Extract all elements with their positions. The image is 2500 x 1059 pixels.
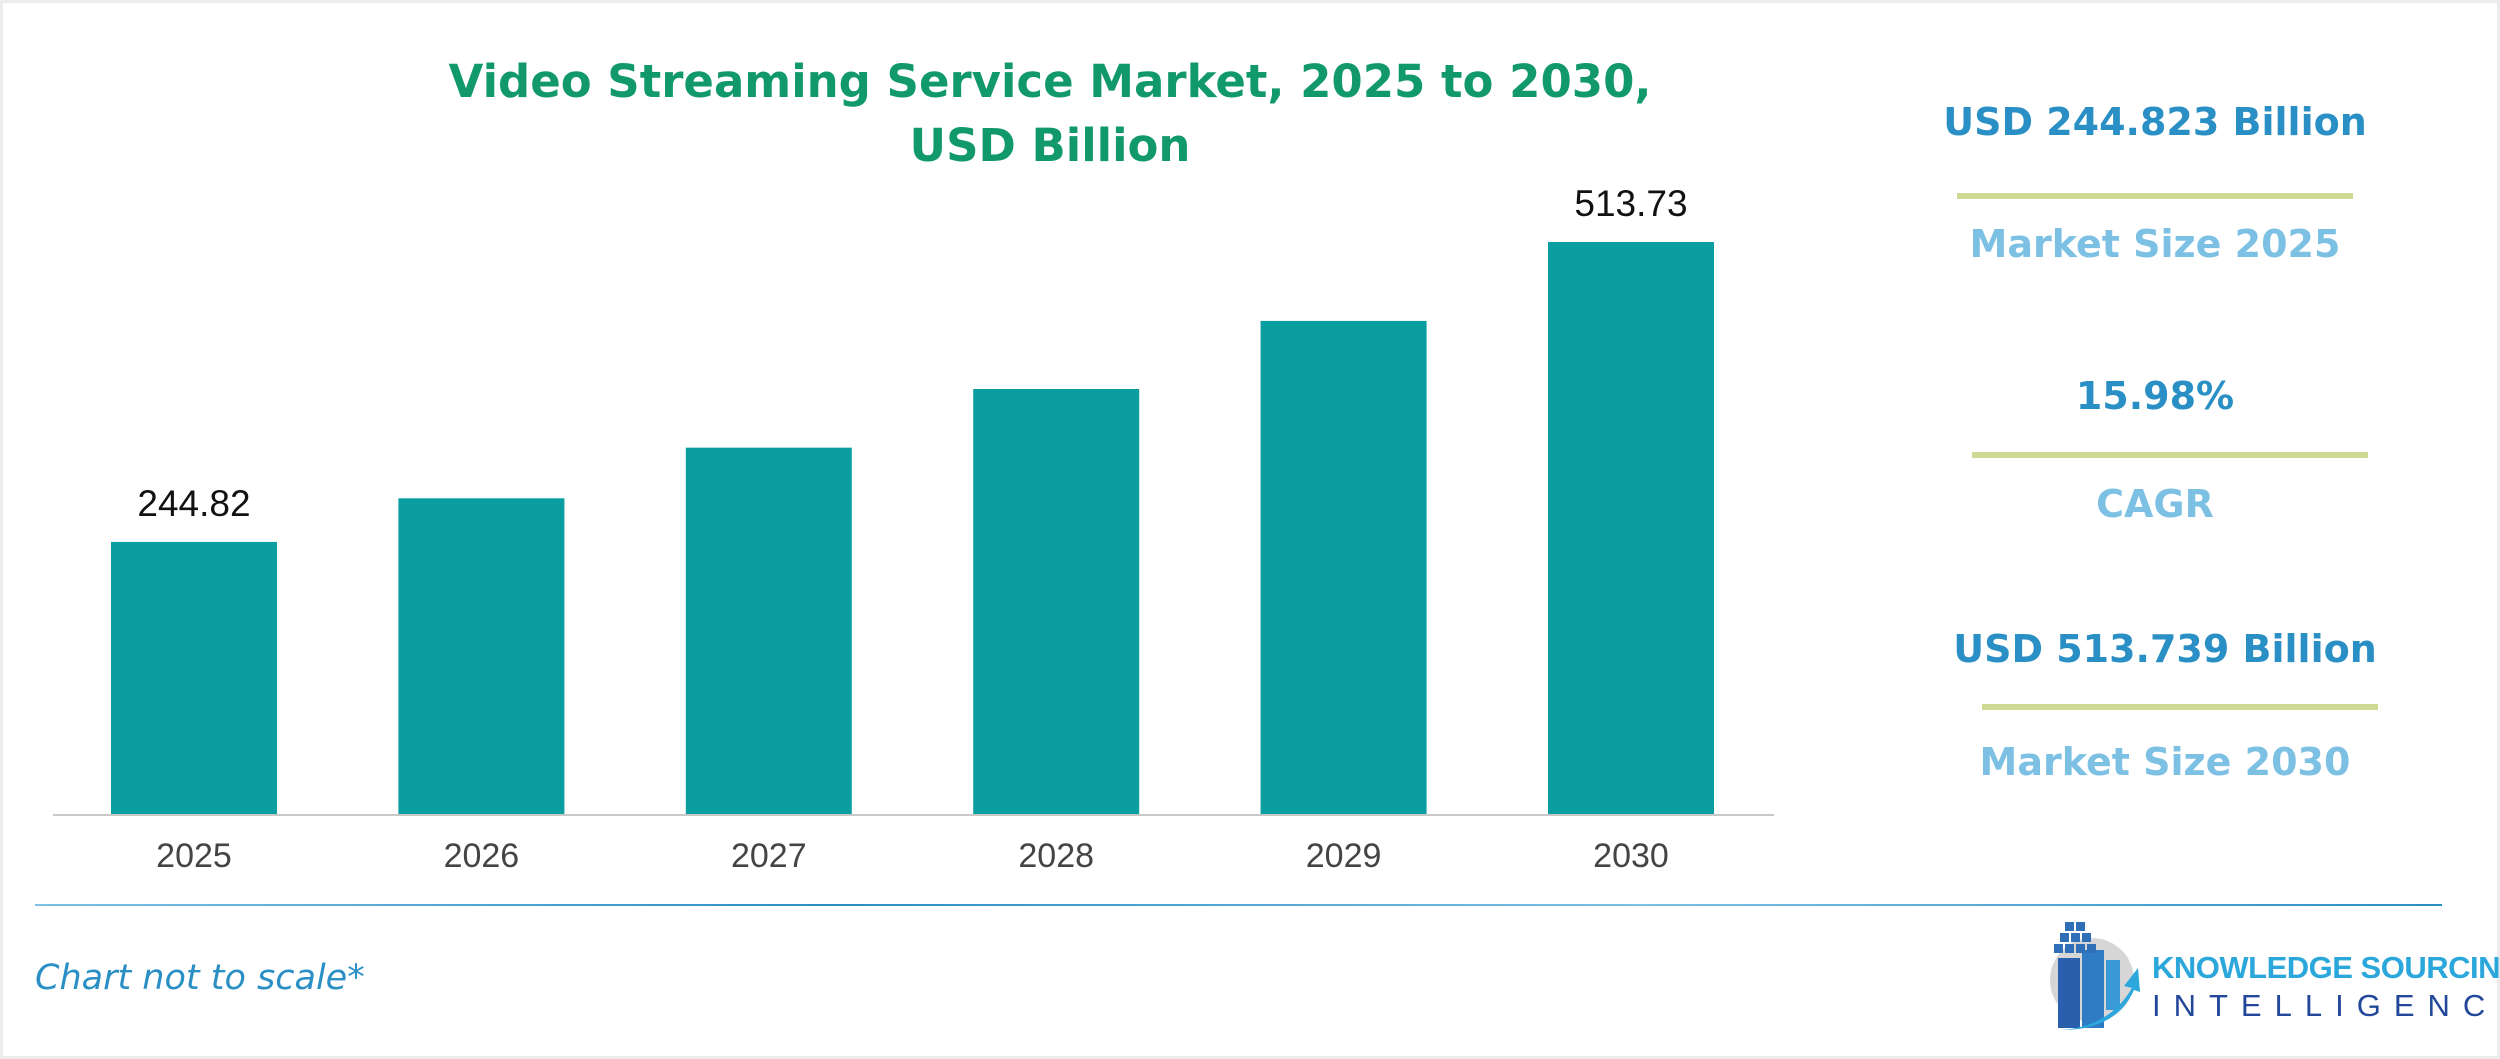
summary-label-wrap: Market Size 2025 [1940, 222, 2370, 266]
bar-2030 [1548, 242, 1714, 815]
summary-market-size-2025: USD 244.823 Billion [1940, 100, 2370, 144]
x-tick-label: 2027 [731, 837, 807, 875]
chart-note: Chart not to scale* [35, 958, 365, 998]
bar-2026 [398, 498, 565, 815]
bar-2029 [1260, 320, 1427, 815]
x-tick-label: 2025 [156, 837, 232, 875]
company-logo: KNOWLEDGE SOURCING INTELLIGENCE [2040, 918, 2500, 1033]
summary-value: USD 513.739 Billion [1953, 627, 2377, 671]
summary-separator [1957, 193, 2353, 199]
bar-2027 [685, 447, 852, 815]
summary-label-wrap: Market Size 2030 [1950, 740, 2380, 784]
logo-text-line-2: INTELLIGENCE [2152, 988, 2500, 1023]
x-tick-label: 2026 [444, 837, 520, 875]
logo-text-line-1: KNOWLEDGE SOURCING [2152, 950, 2500, 985]
summary-cagr: 15.98% [1940, 374, 2370, 418]
summary-label-wrap: CAGR [1940, 482, 2370, 526]
summary-value: USD 244.823 Billion [1943, 100, 2367, 144]
summary-label: CAGR [2096, 482, 2214, 526]
x-tick-label: 2028 [1018, 837, 1094, 875]
bar-2025 [111, 541, 277, 815]
summary-label: Market Size 2030 [1979, 740, 2351, 784]
summary-separator [1982, 704, 2378, 710]
footer-divider [35, 904, 2442, 906]
summary-label: Market Size 2025 [1969, 222, 2341, 266]
chart-title: Video Streaming Service Market, 2025 to … [250, 50, 1850, 178]
data-label: 513.73 [1574, 183, 1687, 224]
bar-chart-arrow-logo-icon [2050, 922, 2140, 1030]
chart-title-line-1: Video Streaming Service Market, 2025 to … [448, 55, 1652, 108]
data-label: 244.82 [137, 483, 250, 524]
summary-market-size-2030: USD 513.739 Billion [1950, 627, 2380, 671]
summary-separator [1972, 452, 2368, 458]
x-tick-label: 2029 [1306, 837, 1382, 875]
chart-title-line-2: USD Billion [909, 119, 1191, 172]
bar-chart: 2025 244.82 2026 2027 2028 2029 2030 513.73 [53, 183, 1774, 875]
x-tick-label: 2030 [1593, 837, 1669, 875]
summary-value: 15.98% [2075, 374, 2235, 418]
bar-2028 [973, 388, 1140, 815]
